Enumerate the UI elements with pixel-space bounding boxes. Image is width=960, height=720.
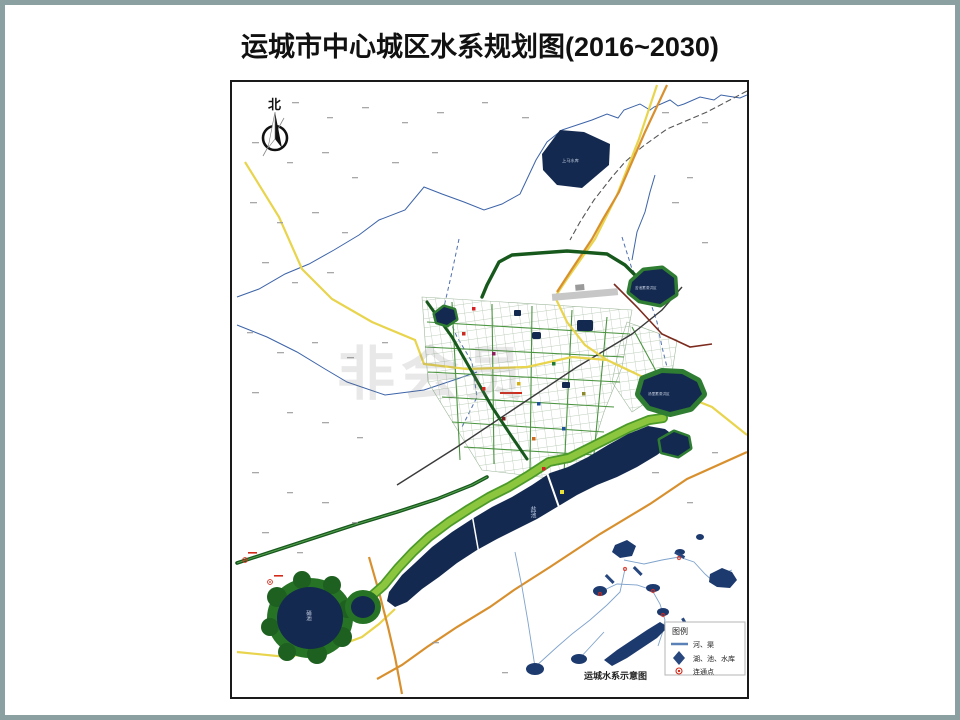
- legend-item-label: 湖、池、水库: [693, 654, 735, 663]
- lake-diamond-symbol: [673, 651, 685, 665]
- duck-pond: [657, 429, 693, 459]
- causeway-line: [545, 469, 561, 511]
- connection-dot-symbol: [675, 667, 683, 675]
- kuchi-basin: 苦池蓄滞洪区: [626, 265, 679, 308]
- anyi-reservoir: [432, 304, 459, 328]
- map-canvas: 盐池 上马水库 苦池蓄滞洪区 汤里蓄滞洪区: [235, 84, 747, 695]
- north-arrow-icon: 北: [261, 97, 289, 157]
- inset-caption: 运城水系示意图: [584, 670, 647, 681]
- railway-dashed-line: [569, 90, 747, 241]
- legend-title: 图例: [672, 626, 688, 636]
- tangli-basin: 汤里蓄滞洪区: [635, 368, 707, 417]
- connection-points: [242, 392, 522, 585]
- legend-item-label: 连通点: [693, 667, 714, 676]
- xiaochi-lake: 硝池: [261, 571, 356, 664]
- city-ponds: [514, 310, 593, 388]
- city-poi-markers: [462, 307, 586, 471]
- xiaochi-label: 硝池: [305, 609, 312, 622]
- map-legend: 图例 河、渠 湖、池、水库 连通点: [664, 621, 746, 676]
- shangma-label: 上马水库: [562, 157, 579, 164]
- page-title: 运城市中心城区水系规划图(2016~2030): [241, 32, 719, 62]
- shangma-reservoir: 上马水库: [542, 130, 610, 188]
- green-canal-inner: [236, 476, 488, 564]
- legend-item-label: 河、渠: [693, 640, 714, 649]
- dark-red-road: [613, 283, 713, 348]
- kuchi-label: 苦池蓄滞洪区: [635, 285, 657, 290]
- map-frame: 盐池 上马水库 苦池蓄滞洪区 汤里蓄滞洪区: [230, 80, 749, 699]
- xiaochi-small-lake: [345, 590, 381, 624]
- airport-runway: [551, 284, 619, 301]
- village-label-marks: [247, 102, 718, 674]
- orange-roads: [367, 84, 747, 695]
- salt-lake: 盐池: [387, 426, 673, 607]
- lake-marker-yellow: [560, 490, 564, 494]
- salt-lake-label: 盐池: [529, 505, 536, 518]
- causeway-line-2: [471, 513, 480, 555]
- inset-connection-dots: [597, 555, 682, 618]
- inset-water-schematic: 运城水系示意图: [514, 534, 737, 681]
- railway-line: [396, 286, 683, 486]
- tangli-label: 汤里蓄滞洪区: [648, 391, 670, 396]
- north-label: 北: [268, 97, 281, 112]
